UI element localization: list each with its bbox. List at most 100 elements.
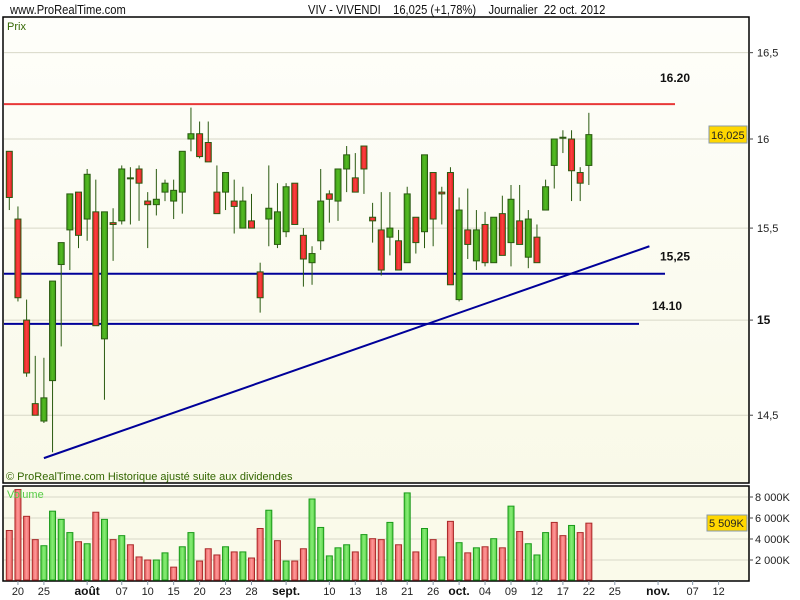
volume-bar <box>100 518 108 581</box>
candle-down <box>516 220 524 245</box>
volume-bar <box>351 551 359 581</box>
candle-down <box>395 240 403 271</box>
candle-down <box>351 177 359 193</box>
volume-bar <box>187 532 195 581</box>
volume-bar <box>109 539 117 581</box>
volume-bar <box>178 546 186 581</box>
volume-bar <box>524 543 532 581</box>
date-tick-label: 28 <box>245 586 257 598</box>
volume-bar <box>559 535 567 581</box>
volume-bar <box>498 547 506 581</box>
volume-bar <box>533 554 541 581</box>
volume-bar <box>75 541 82 581</box>
candle-up <box>334 168 342 202</box>
volume-bar <box>550 521 558 581</box>
candle-down <box>360 145 368 170</box>
volume-bar <box>204 548 212 581</box>
candle-up <box>403 193 411 264</box>
volume-bar <box>585 522 593 581</box>
candle-up <box>308 253 316 264</box>
candle-down <box>92 211 100 327</box>
candle-down <box>196 133 204 158</box>
trendline <box>43 245 650 460</box>
volume-bar <box>256 528 264 581</box>
candle-down <box>23 319 31 374</box>
volume-bar <box>57 518 65 581</box>
candle-up <box>178 150 186 193</box>
volume-bar <box>118 535 126 581</box>
candle-up <box>126 177 134 180</box>
volume-bar <box>490 538 498 581</box>
candle-up <box>542 186 550 211</box>
volume-bar <box>472 547 480 581</box>
svg-text:16,025: 16,025 <box>711 130 745 142</box>
candle-up <box>83 173 91 220</box>
volume-bar <box>273 540 281 581</box>
candle-up <box>455 209 463 301</box>
candle-down <box>144 200 152 206</box>
date-tick-label: sept. <box>272 584 300 598</box>
price-tick-label: 16,5 <box>757 48 778 60</box>
volume-tick-label: 2 000K <box>755 555 791 567</box>
date-tick-label: oct. <box>448 584 469 598</box>
date-tick-label: 26 <box>427 586 439 598</box>
candle-up <box>118 168 126 222</box>
candle-up <box>282 186 290 233</box>
volume-bar <box>464 552 472 581</box>
candle-down <box>576 172 584 184</box>
chart-title: VIV - VIVENDI 16,025 (+1,78%) Journalier… <box>308 2 606 17</box>
volume-bar <box>5 529 13 581</box>
date-tick-label: 25 <box>38 586 50 598</box>
volume-bar <box>31 539 39 581</box>
volume-bar <box>334 547 342 581</box>
price-tick-label: 15 <box>757 313 771 327</box>
candle-down <box>135 168 143 184</box>
site-url[interactable]: www.ProRealTime.com <box>10 2 126 17</box>
date-tick-label: août <box>74 584 99 598</box>
candle-up <box>472 229 480 262</box>
volume-bar <box>40 545 48 581</box>
volume-bar <box>248 557 255 581</box>
volume-bar <box>126 544 134 581</box>
volume-bar <box>395 544 403 581</box>
candle-up <box>386 227 394 238</box>
last-price-badge: 16,025 <box>708 125 748 144</box>
candle-down <box>429 172 437 220</box>
volume-bar <box>222 546 230 581</box>
candle-up <box>265 207 273 220</box>
candle-up <box>170 189 178 202</box>
volume-bar <box>455 542 463 581</box>
volume-bar <box>516 531 524 581</box>
volume-bar <box>66 532 74 581</box>
candle-down <box>568 138 576 172</box>
volume-bar <box>317 526 325 581</box>
price-tick-label: 15,5 <box>757 223 778 235</box>
candle-up <box>559 136 567 139</box>
candle-up <box>40 397 48 422</box>
candle-down <box>256 271 264 299</box>
candle-up <box>585 134 593 166</box>
volume-bar <box>343 544 351 581</box>
volume-bar <box>291 560 299 581</box>
volume-tick-label: 8 000K <box>755 492 791 504</box>
svg-text:5 509K: 5 509K <box>709 518 745 530</box>
candle-down <box>299 234 307 260</box>
date-tick-label: 10 <box>142 586 154 598</box>
volume-bar <box>481 546 489 581</box>
volume-bar <box>282 560 290 581</box>
volume-bar <box>542 532 550 581</box>
candle-down <box>230 200 238 207</box>
volume-bar <box>429 539 437 581</box>
candle-up <box>100 211 108 340</box>
candle-down <box>498 213 506 256</box>
horizontal-line-label: 15,25 <box>660 250 690 264</box>
date-tick-label: 10 <box>323 586 335 598</box>
candle-up <box>317 200 325 242</box>
copyright-footer: © ProRealTime.com Historique ajusté suit… <box>6 471 293 483</box>
volume-bar <box>576 532 584 581</box>
candle-down <box>75 191 82 236</box>
date-tick-label: 15 <box>168 586 180 598</box>
volume-tick-label: 4 000K <box>755 534 791 546</box>
volume-bar <box>299 548 307 581</box>
